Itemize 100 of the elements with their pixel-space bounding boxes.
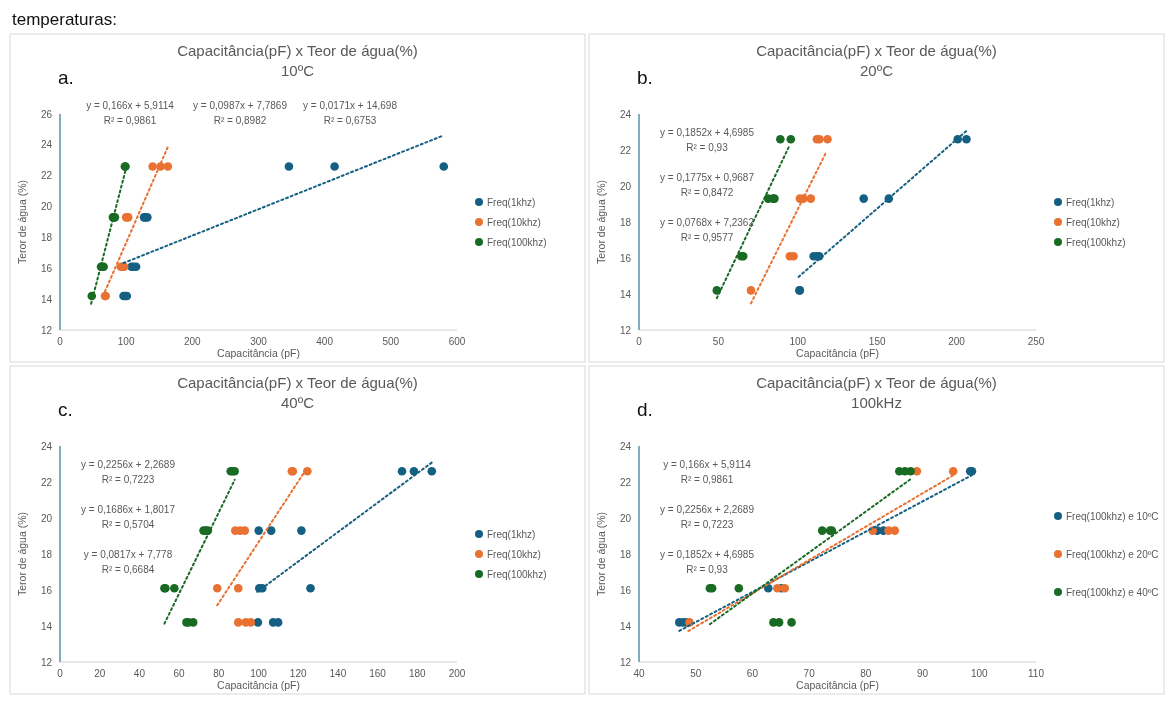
y-tick-label: 14 [619, 620, 632, 632]
y-tick-label: 12 [40, 324, 53, 336]
x-axis-title: Capacitância (pF) [217, 679, 300, 691]
legend-label: Freq(10khz) [1066, 216, 1120, 228]
y-tick-label: 24 [619, 440, 632, 452]
chart-subtitle: 10ºC [281, 62, 315, 79]
y-tick-label: 16 [40, 584, 53, 596]
y-tick-label: 18 [619, 216, 632, 228]
y-tick-label: 14 [40, 293, 53, 305]
annotation: y = 0,0817x + 7,778 R² = 0,6684 [83, 549, 173, 576]
chart-subtitle: 40ºC [281, 394, 315, 411]
x-tick-label: 0 [57, 336, 64, 347]
annotation: y = 0,1686x + 1,8017 R² = 0,5704 [81, 503, 176, 530]
y-axis-title: Teror de água (%) [595, 179, 607, 265]
x-tick-label: 600 [448, 336, 466, 347]
x-tick-label: 120 [289, 668, 307, 679]
y-tick-label: 12 [40, 656, 53, 668]
annotation: y = 0,2256x + 2,2689 R² = 0,7223 [81, 458, 176, 485]
text: a. [58, 67, 74, 88]
chart-title: Capacitância(pF) x Teor de água(%) [756, 42, 997, 59]
y-tick-label: 22 [619, 144, 632, 156]
x-tick-label: 50 [712, 336, 725, 347]
y-tick-label: 14 [40, 620, 53, 632]
x-tick-label: 150 [868, 336, 886, 347]
y-tick-label: 22 [619, 476, 632, 488]
legend-label: Freq(100khz) [487, 568, 547, 580]
y-tick-label: 24 [619, 108, 632, 120]
y-tick-label: 16 [40, 262, 53, 274]
x-tick-label: 100 [970, 668, 989, 679]
legend-label: Freq(100khz) e 40ºC [1066, 586, 1159, 598]
annotation: y = 0,1852x + 4,6985 R² = 0,93 [660, 126, 755, 153]
legend-label: Freq(10khz) [487, 216, 541, 228]
annotation: y = 0,166x + 5,9114 R² = 0,9861 [86, 100, 175, 126]
legend-label: Freq(100khz) e 20ºC [1066, 548, 1159, 560]
y-tick-label: 12 [619, 656, 632, 668]
x-tick-label: 80 [860, 668, 872, 679]
chart-title: Capacitância(pF) x Teor de água(%) [177, 374, 418, 391]
annotation: y = 0,0768x + 7,2362 R² = 0,9577 [660, 217, 755, 244]
x-tick-label: 200 [183, 336, 202, 347]
y-tick-label: 26 [40, 108, 53, 120]
x-tick-label: 250 [1027, 336, 1045, 347]
legend-label: Freq(1khz) [487, 196, 536, 208]
legend-label: Freq(1khz) [1066, 196, 1115, 208]
chart-subtitle: 100kHz [851, 394, 902, 411]
x-tick-label: 20 [94, 668, 106, 679]
x-tick-label: 40 [633, 668, 645, 679]
x-tick-label: 90 [917, 668, 929, 679]
x-tick-label: 100 [789, 336, 807, 347]
text: temperaturas: [12, 10, 117, 29]
legend-label: Freq(100khz) [1066, 236, 1126, 248]
text: b. [637, 67, 653, 88]
x-tick-label: 400 [316, 336, 334, 347]
text: d. [637, 399, 653, 420]
x-tick-label: 0 [57, 668, 64, 679]
chart-title: Capacitância(pF) x Teor de água(%) [756, 374, 997, 391]
x-tick-label: 160 [369, 668, 387, 679]
annotation: y = 0,0987x + 7,7869 R² = 0,8982 [193, 100, 288, 126]
x-tick-label: 200 [948, 336, 966, 347]
y-axis-title: Teror de água (%) [16, 179, 28, 265]
x-tick-label: 200 [448, 668, 466, 679]
x-axis-title: Capacitância (pF) [796, 347, 879, 359]
chart-subtitle: 20ºC [860, 62, 894, 79]
y-tick-label: 18 [40, 231, 53, 243]
x-tick-label: 40 [133, 668, 146, 679]
legend-label: Freq(100khz) e 10ºC [1066, 510, 1159, 522]
x-tick-label: 100 [117, 336, 135, 347]
y-tick-label: 20 [619, 180, 632, 192]
y-tick-label: 14 [619, 288, 632, 300]
x-axis-title: Capacitância (pF) [217, 347, 300, 359]
x-tick-label: 300 [250, 336, 268, 347]
x-tick-label: 0 [636, 336, 643, 347]
x-tick-label: 180 [408, 668, 427, 679]
y-tick-label: 12 [619, 324, 632, 336]
y-tick-label: 20 [619, 512, 632, 524]
x-tick-label: 140 [329, 668, 347, 679]
y-tick-label: 20 [40, 201, 53, 213]
y-tick-label: 22 [40, 170, 53, 182]
y-tick-label: 24 [40, 139, 53, 151]
x-tick-label: 500 [382, 336, 400, 347]
legend-label: Freq(1khz) [487, 528, 536, 540]
x-tick-label: 80 [213, 668, 225, 679]
annotation: y = 0,166x + 5,9114 R² = 0,9861 [663, 458, 752, 485]
x-tick-label: 110 [1028, 668, 1045, 679]
y-tick-label: 18 [40, 548, 53, 560]
y-tick-label: 18 [619, 548, 632, 560]
annotation: y = 0,0171x + 14,698 R² = 0,6753 [303, 100, 398, 126]
x-tick-label: 50 [690, 668, 702, 679]
y-tick-label: 24 [40, 440, 53, 452]
y-tick-label: 20 [40, 512, 53, 524]
chart-title: Capacitância(pF) x Teor de água(%) [177, 42, 418, 59]
legend-label: Freq(10khz) [487, 548, 541, 560]
annotation: y = 0,1852x + 4,6985 R² = 0,93 [660, 549, 755, 576]
x-axis-title: Capacitância (pF) [796, 679, 879, 691]
y-tick-label: 16 [619, 252, 632, 264]
text: c. [58, 399, 73, 420]
annotation: y = 0,1775x + 0,9687 R² = 0,8472 [660, 171, 755, 198]
y-axis-title: Teror de água (%) [595, 511, 607, 597]
x-tick-label: 100 [250, 668, 268, 679]
y-tick-label: 16 [619, 584, 632, 596]
x-tick-label: 70 [803, 668, 816, 679]
